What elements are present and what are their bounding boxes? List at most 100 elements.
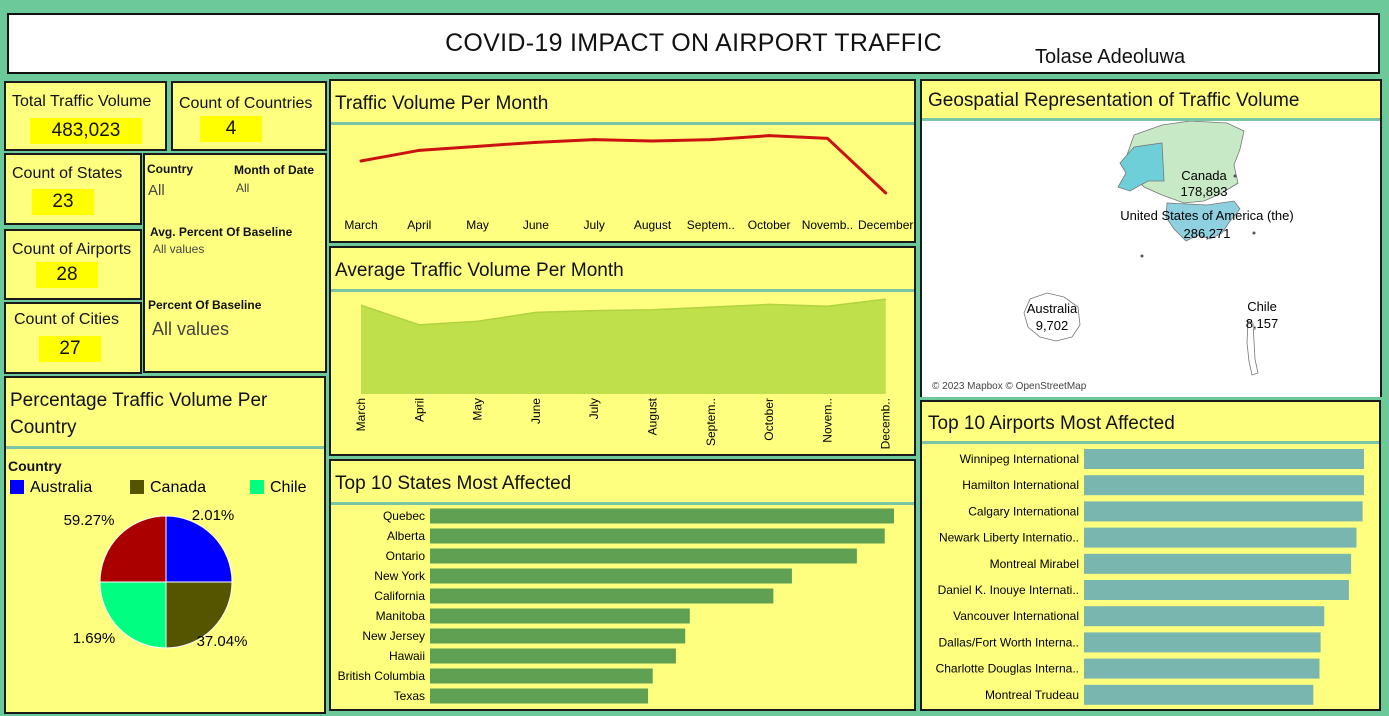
bar-label-california: California	[374, 589, 425, 603]
map[interactable]: Canada 178,893 United States of America …	[922, 121, 1380, 397]
pie-label-united-states-of-america-the: 59.27%	[64, 512, 115, 529]
legend-title: Country	[8, 458, 62, 474]
x-tick-label: April	[412, 398, 426, 422]
area-title: Average Traffic Volume Per Month	[335, 260, 624, 281]
kpi-label: Total Traffic Volume	[12, 93, 152, 110]
x-tick-label: August	[634, 218, 672, 232]
title-bar: COVID-19 IMPACT ON AIRPORT TRAFFIC Tolas…	[7, 13, 1380, 74]
x-tick-label: June	[529, 398, 543, 424]
pie-slice-canada	[165, 581, 233, 649]
bar-charlotte-douglas-interna	[1084, 658, 1320, 679]
bar-label-winnipeg-international: Winnipeg International	[960, 452, 1079, 466]
line-point-august	[651, 139, 654, 143]
bar-british-columbia	[430, 668, 653, 684]
kpi-value: 27	[39, 336, 101, 362]
map-attribution: © 2023 Mapbox © OpenStreetMap	[932, 381, 1087, 392]
legend-swatch-chile	[250, 480, 264, 494]
x-tick-label: March	[344, 218, 377, 232]
map-chile	[1246, 320, 1259, 376]
bar-winnipeg-international	[1084, 449, 1364, 469]
airports-bar-chart: Winnipeg International Hamilton Internati…	[936, 449, 1364, 705]
author-name: Tolase Adeoluwa	[1035, 46, 1186, 68]
line-title: Traffic Volume Per Month	[335, 93, 549, 114]
bar-hawaii	[430, 648, 676, 664]
bar-label-vancouver-international: Vancouver International	[953, 609, 1079, 623]
x-tick-label: Septem..	[687, 218, 735, 232]
x-tick-label: Decemb..	[879, 398, 893, 449]
filter-avg-pct-slider[interactable]: All values	[153, 242, 205, 256]
legend-swatch-canada	[130, 480, 144, 494]
bar-label-british-columbia: British Columbia	[338, 669, 426, 683]
map-label-usa-name: United States of America (the)	[1120, 208, 1293, 223]
line-point-july	[592, 138, 596, 142]
bar-label-ontario: Ontario	[386, 549, 426, 563]
bar-calgary-international	[1084, 501, 1363, 522]
area-panel: Average Traffic Volume Per Month March Ap…	[329, 246, 916, 456]
map-label-canada-value: 178,893	[1181, 184, 1228, 199]
bar-montreal-mirabel	[1084, 553, 1352, 574]
x-tick-label: July	[584, 218, 605, 232]
bar-new-york	[430, 568, 792, 584]
line-panel: Traffic Volume Per Month March April May Ju…	[329, 79, 916, 243]
x-tick-label: Novem..	[820, 398, 834, 443]
bar-alberta	[430, 528, 885, 544]
x-tick-label: July	[587, 398, 601, 419]
pie-title: Percentage Traffic Volume Per Country	[10, 390, 268, 438]
bar-label-alberta: Alberta	[387, 529, 425, 543]
bar-label-charlotte-douglas-interna: Charlotte Douglas Interna..	[936, 662, 1079, 676]
bar-label-montreal-trudeau: Montreal Trudeau	[985, 688, 1079, 702]
filter-pct-slider[interactable]: All values	[152, 319, 230, 339]
bar-vancouver-international	[1084, 606, 1325, 627]
kpi-airports: Count of Airports 28	[4, 229, 142, 300]
map-label-canada-name: Canada	[1181, 168, 1227, 183]
kpi-label: Count of Countries	[179, 95, 313, 112]
line-point-may	[476, 144, 480, 148]
line-point-novemb	[825, 136, 829, 140]
pie-label-chile: 1.69%	[73, 630, 116, 647]
bar-quebec	[430, 508, 894, 524]
bar-label-quebec: Quebec	[383, 509, 425, 523]
map-panel: Geospatial Representation of Traffic Vol…	[920, 79, 1382, 397]
legend-label-canada: Canada	[150, 479, 206, 496]
bar-newark-liberty-internatio	[1084, 527, 1357, 548]
pie-label-australia: 2.01%	[192, 507, 235, 524]
x-tick-label: May	[471, 398, 485, 421]
filter-pct-label: Percent Of Baseline	[148, 298, 262, 312]
filter-country-dropdown[interactable]: All	[148, 182, 165, 199]
kpi-countries: Count of Countries 4	[171, 81, 327, 151]
x-tick-label: April	[407, 218, 431, 232]
pie-panel: Percentage Traffic Volume Per Country Co…	[4, 376, 326, 714]
pie-label-canada: 37.04%	[197, 633, 248, 650]
bar-label-newark-liberty-internatio: Newark Liberty Internatio..	[939, 531, 1079, 545]
pie-slice-australia	[165, 515, 233, 583]
kpi-states: Count of States 23	[4, 153, 142, 225]
filter-avg-pct-label: Avg. Percent Of Baseline	[150, 225, 293, 239]
kpi-value: 4	[200, 116, 262, 142]
bar-label-hamilton-international: Hamilton International	[962, 478, 1079, 492]
map-usa	[1165, 200, 1241, 242]
map-label-chile-name: Chile	[1247, 299, 1277, 314]
area-series	[361, 299, 886, 394]
airports-panel: Top 10 Airports Most Affected Winnipeg I…	[920, 400, 1381, 711]
line-point-april	[417, 148, 421, 152]
filter-month-label: Month of Date	[234, 163, 314, 177]
map-alaska	[1117, 142, 1165, 192]
area-edge	[360, 298, 886, 326]
bar-label-daniel-k-inouye-internati: Daniel K. Inouye Internati..	[938, 583, 1079, 597]
map-label-australia-value: 9,702	[1036, 318, 1069, 333]
filter-month-dropdown[interactable]: All	[236, 181, 250, 195]
line-point-october	[767, 134, 771, 138]
legend-label-australia: Australia	[30, 479, 92, 496]
bar-texas	[430, 688, 649, 704]
states-panel: Top 10 States Most Affected Quebec Albert…	[329, 459, 916, 711]
states-bar-chart: Quebec Alberta Ontario New York California Ma…	[338, 508, 894, 704]
legend-swatch-australia	[10, 480, 24, 494]
legend-label-chile: Chile	[270, 479, 307, 496]
kpi-value: 28	[36, 262, 98, 288]
bar-label-texas: Texas	[394, 689, 425, 703]
line-point-june	[534, 140, 538, 144]
pie-chart: Australia Canada Chile 2.01% 37.04% 1.69% 59.2…	[10, 479, 307, 650]
x-tick-label: October	[762, 398, 776, 441]
map-label-chile-value: 8,157	[1246, 316, 1279, 331]
x-tick-label: March	[354, 398, 368, 431]
